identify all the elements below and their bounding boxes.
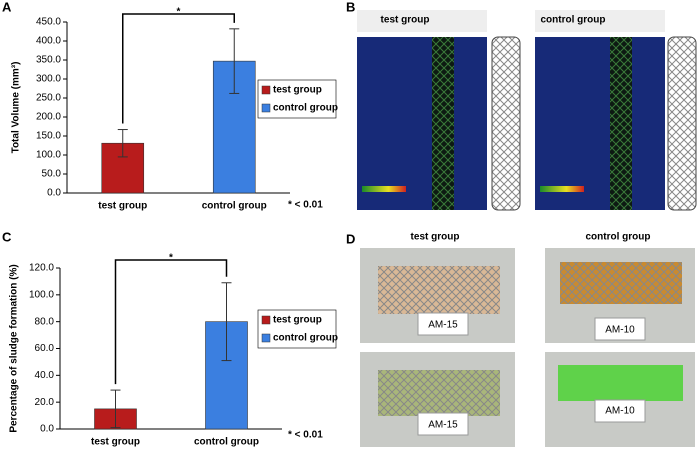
sample-tag: AM-15 [428,320,458,331]
x-tick-label: test group [98,201,147,212]
sample-tag: AM-10 [605,325,635,336]
y-tick-label: 120.0 [29,263,54,274]
y-tick-label: 150.0 [36,131,61,142]
photo [545,352,695,447]
y-tick-label: 60.0 [35,343,55,354]
legend-label: test group [273,315,322,326]
y-tick-label: 400.0 [36,36,61,47]
sample-tag: AM-15 [428,420,458,431]
legend-swatch [261,85,271,95]
photo [360,352,515,447]
legend-swatch [261,315,271,325]
panel-title: control group [586,232,651,243]
significance-mark: * [169,253,173,264]
panel-label: D [346,231,355,246]
y-tick-label: 350.0 [36,55,61,66]
y-tick-label: 20.0 [35,397,55,408]
legend-label: control group [273,103,338,114]
panel-label: C [2,229,12,244]
sample-tag: AM-10 [605,406,635,417]
panel-title: test group [381,15,430,26]
y-axis-label: Percentage of sludge formation (%) [9,264,20,432]
legend-box [257,79,337,119]
legend-label: test group [273,85,322,96]
y-tick-label: 100.0 [29,289,54,300]
photo [360,248,515,343]
y-tick-label: 100.0 [36,150,61,161]
y-tick-label: 0.0 [40,424,54,435]
significance-bracket [114,259,228,385]
x-tick-label: control group [194,437,259,448]
y-tick-label: 450.0 [36,17,61,28]
render-test [357,10,521,211]
note: * < 0.01 [288,430,323,441]
photo [545,248,695,343]
note: * < 0.01 [288,200,323,211]
panel-title: control group [541,15,606,26]
y-tick-label: 50.0 [42,169,62,180]
y-tick-label: 40.0 [35,370,55,381]
y-tick-label: 80.0 [35,316,55,327]
panel-label: B [346,0,355,14]
legend-swatch [261,333,271,343]
legend-label: control group [273,333,338,344]
panel-label: A [2,0,12,14]
y-tick-label: 300.0 [36,74,61,85]
legend-swatch [261,103,271,113]
y-tick-label: 0.0 [47,188,61,199]
y-tick-label: 250.0 [36,93,61,104]
significance-bracket [122,13,235,124]
significance-mark: * [177,7,181,18]
y-tick-label: 200.0 [36,112,61,123]
legend-box [257,309,337,349]
panel-title: test group [411,232,460,243]
render-control [535,10,697,211]
x-tick-label: test group [91,437,140,448]
y-axis-label: Total Volume (mm³) [11,62,22,154]
x-tick-label: control group [202,201,267,212]
